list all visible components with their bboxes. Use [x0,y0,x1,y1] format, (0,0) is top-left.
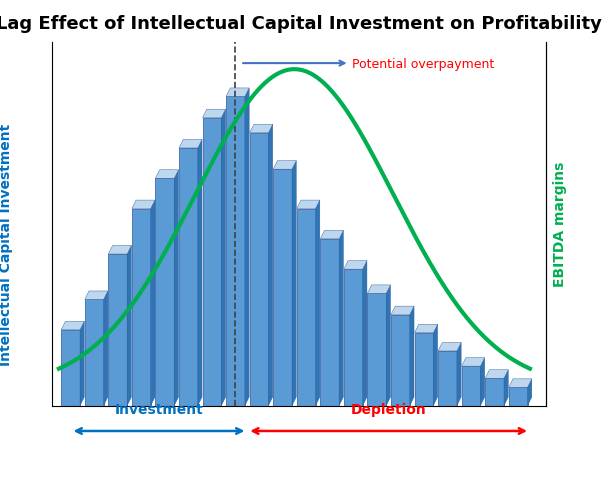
Bar [462,366,481,406]
Bar [509,387,528,406]
Polygon shape [104,291,108,406]
Bar [132,209,151,406]
Y-axis label: EBITDA margins: EBITDA margins [554,162,568,287]
Polygon shape [410,306,414,406]
Polygon shape [509,379,532,387]
Polygon shape [85,291,108,300]
Polygon shape [433,325,438,406]
Polygon shape [151,201,155,406]
Text: Intellectual Capital Investment: Intellectual Capital Investment [0,123,13,365]
Polygon shape [80,322,84,406]
Polygon shape [156,170,178,179]
Bar [85,300,104,406]
Bar [367,294,386,406]
Polygon shape [249,125,273,134]
Polygon shape [386,285,390,406]
Bar [438,351,457,406]
Polygon shape [273,162,296,170]
Polygon shape [320,231,343,240]
Polygon shape [198,140,202,406]
Polygon shape [485,370,508,379]
Polygon shape [226,89,249,97]
Polygon shape [344,261,367,269]
Polygon shape [481,358,485,406]
Polygon shape [414,325,438,333]
Polygon shape [179,140,202,149]
Text: Depletion: Depletion [351,403,427,417]
Bar [61,330,80,406]
Polygon shape [297,201,320,209]
Bar [249,134,268,406]
Bar [273,170,292,406]
Polygon shape [391,306,414,315]
Bar [344,269,363,406]
Polygon shape [504,370,508,406]
Title: Lag Effect of Intellectual Capital Investment on Profitability: Lag Effect of Intellectual Capital Inves… [0,15,602,33]
Bar [156,179,174,406]
Bar [414,333,433,406]
Bar [109,254,127,406]
Bar [202,119,221,406]
Polygon shape [245,89,249,406]
Bar [179,149,198,406]
Polygon shape [292,162,296,406]
Bar [320,240,339,406]
Polygon shape [202,110,226,119]
Polygon shape [462,358,485,366]
Polygon shape [174,170,178,406]
Bar [226,97,245,406]
Polygon shape [268,125,273,406]
Polygon shape [221,110,226,406]
Polygon shape [528,379,532,406]
Polygon shape [61,322,84,330]
Bar [297,209,316,406]
Polygon shape [109,246,131,254]
Polygon shape [127,246,131,406]
Polygon shape [367,285,390,294]
Bar [485,379,504,406]
Polygon shape [339,231,343,406]
Bar [391,315,410,406]
Text: Investment: Investment [115,403,204,417]
Polygon shape [363,261,367,406]
Polygon shape [132,201,155,209]
Text: Potential overpayment: Potential overpayment [243,58,495,70]
Polygon shape [457,343,461,406]
Polygon shape [316,201,320,406]
Polygon shape [438,343,461,351]
